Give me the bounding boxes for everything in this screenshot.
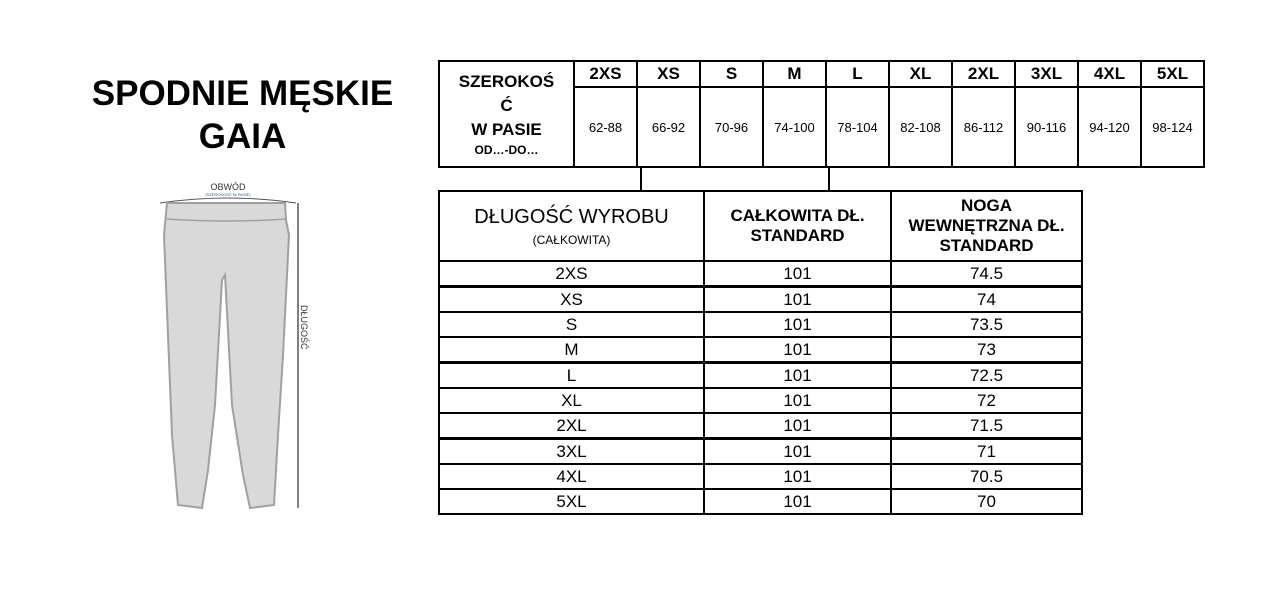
- waist-value: 74-100: [762, 86, 827, 168]
- waist-label-4: OD…-DO…: [474, 143, 539, 157]
- waist-value: 62-88: [573, 86, 638, 168]
- length-header-row: DŁUGOŚĆ WYROBU (CAŁKOWITA) CAŁKOWITA DŁ.…: [438, 190, 1083, 262]
- cell-inseam: 71: [890, 437, 1083, 465]
- cell-total: 101: [703, 311, 892, 338]
- cell-total: 101: [703, 285, 892, 313]
- size-header: L: [825, 60, 890, 88]
- header-text: STANDARD: [939, 236, 1034, 255]
- cell-inseam: 72: [890, 387, 1083, 414]
- length-header-sub: (CAŁKOWITA): [532, 232, 611, 247]
- connector-line: [828, 166, 830, 190]
- length-table: DŁUGOŚĆ WYROBU (CAŁKOWITA) CAŁKOWITA DŁ.…: [438, 190, 1083, 515]
- header-text: CAŁKOWITA DŁ.: [730, 206, 865, 225]
- size-header-row: SZEROKOŚ Ć W PASIE OD…-DO… 2XS XS S M L …: [438, 60, 1205, 168]
- table-row: XL 101 72: [438, 387, 1083, 414]
- waist-value: 86-112: [951, 86, 1016, 168]
- waist-values-row: 62-88 66-92 70-96 74-100 78-104 82-108 8…: [439, 86, 1205, 168]
- table-row: XS 101 74: [438, 285, 1083, 313]
- cell-inseam: 70.5: [890, 463, 1083, 490]
- waist-label-2: Ć: [500, 96, 513, 115]
- size-header: XS: [636, 60, 701, 88]
- cell-total: 101: [703, 488, 892, 515]
- cell-size: 2XS: [438, 260, 705, 288]
- waist-value: 98-124: [1140, 86, 1205, 168]
- waist-value: 90-116: [1014, 86, 1079, 168]
- size-header: XL: [888, 60, 953, 88]
- table-row: 2XL 101 71.5: [438, 412, 1083, 440]
- waist-label-1: SZEROKOŚ: [458, 72, 555, 91]
- header-text: STANDARD: [750, 226, 845, 245]
- cell-size: L: [438, 361, 705, 389]
- circumference-sublabel: (SZEROKOŚĆ W PASIE): [205, 192, 251, 197]
- length-label: DŁUGOŚĆ: [299, 305, 310, 350]
- header-text: WEWNĘTRZNA DŁ.: [908, 216, 1065, 235]
- cell-total: 101: [703, 336, 892, 364]
- cell-total: 101: [703, 463, 892, 490]
- waist-value: 94-120: [1077, 86, 1142, 168]
- waist-value: 78-104: [825, 86, 890, 168]
- connector-line: [640, 166, 642, 190]
- cell-total: 101: [703, 412, 892, 440]
- cell-size: 3XL: [438, 437, 705, 465]
- cell-inseam: 72.5: [890, 361, 1083, 389]
- cell-inseam: 74.5: [890, 260, 1083, 288]
- length-header-total: CAŁKOWITA DŁ. STANDARD: [703, 190, 892, 262]
- waist-label-cell: SZEROKOŚ Ć W PASIE OD…-DO…: [438, 60, 575, 168]
- cell-inseam: 71.5: [890, 412, 1083, 440]
- table-row: L 101 72.5: [438, 361, 1083, 389]
- cell-inseam: 73: [890, 336, 1083, 364]
- size-header: S: [699, 60, 764, 88]
- waist-size-table: SZEROKOŚ Ć W PASIE OD…-DO… 2XS XS S M L …: [438, 60, 1205, 168]
- size-header: 5XL: [1140, 60, 1205, 88]
- title-line-2: GAIA: [198, 117, 287, 156]
- waist-label-3: W PASIE: [471, 120, 542, 139]
- header-text: NOGA: [961, 196, 1012, 215]
- waist-value: 66-92: [636, 86, 701, 168]
- pants-drawing: OBWÓD (SZEROKOŚĆ W PASIE) DŁUGOŚĆ: [159, 182, 310, 510]
- circumference-label: OBWÓD: [211, 182, 246, 192]
- waist-value: 82-108: [888, 86, 953, 168]
- pants-shape: [162, 202, 291, 510]
- size-header: 4XL: [1077, 60, 1142, 88]
- cell-inseam: 74: [890, 285, 1083, 313]
- product-title: SPODNIE MĘSKIE GAIA: [60, 72, 425, 158]
- length-header-inseam: NOGA WEWNĘTRZNA DŁ. STANDARD: [890, 190, 1083, 262]
- table-row: M 101 73: [438, 336, 1083, 364]
- table-row: 2XS 101 74.5: [438, 260, 1083, 288]
- cell-total: 101: [703, 361, 892, 389]
- table-row: 3XL 101 71: [438, 437, 1083, 465]
- cell-total: 101: [703, 260, 892, 288]
- waist-value: 70-96: [699, 86, 764, 168]
- cell-size: XS: [438, 285, 705, 313]
- cell-inseam: 73.5: [890, 311, 1083, 338]
- waist-arc: [159, 197, 297, 204]
- waistband-line: [166, 218, 287, 222]
- table-row: S 101 73.5: [438, 311, 1083, 338]
- title-line-1: SPODNIE MĘSKIE: [91, 74, 394, 113]
- cell-size: S: [438, 311, 705, 338]
- cell-size: 5XL: [438, 488, 705, 515]
- cell-total: 101: [703, 387, 892, 414]
- cell-size: XL: [438, 387, 705, 414]
- size-header: M: [762, 60, 827, 88]
- cell-size: 2XL: [438, 412, 705, 440]
- cell-size: M: [438, 336, 705, 364]
- size-header: 3XL: [1014, 60, 1079, 88]
- table-row: 5XL 101 70: [438, 488, 1083, 515]
- cell-size: 4XL: [438, 463, 705, 490]
- length-header-title: DŁUGOŚĆ WYROBU: [474, 205, 669, 228]
- cell-total: 101: [703, 437, 892, 465]
- table-row: 4XL 101 70.5: [438, 463, 1083, 490]
- length-header-size: DŁUGOŚĆ WYROBU (CAŁKOWITA): [438, 190, 705, 262]
- size-header: 2XL: [951, 60, 1016, 88]
- size-header: 2XS: [573, 60, 638, 88]
- cell-inseam: 70: [890, 488, 1083, 515]
